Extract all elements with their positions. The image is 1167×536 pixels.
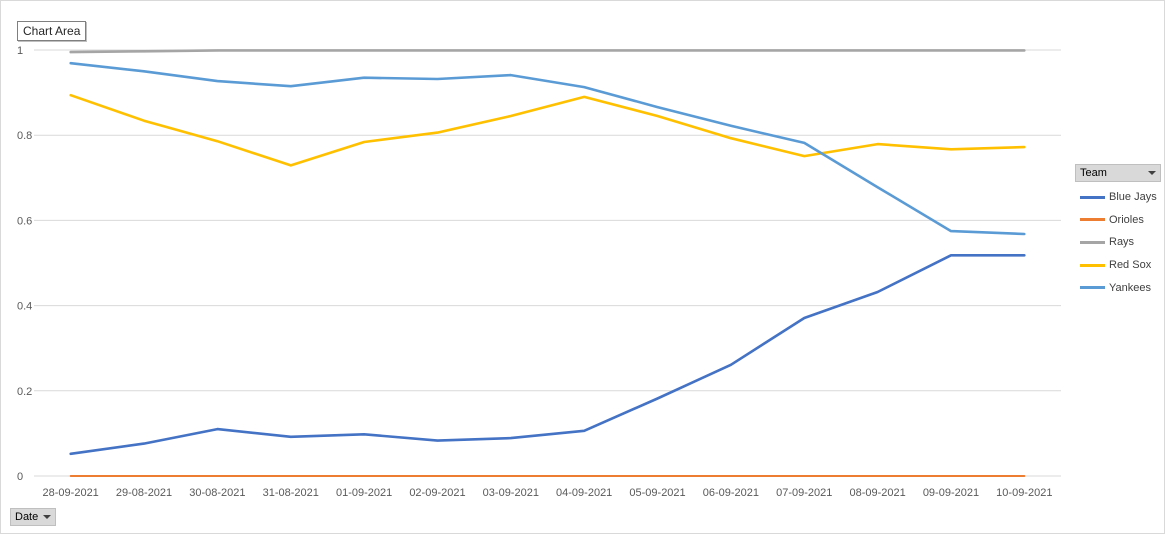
- x-tick-label: 31-08-2021: [263, 487, 319, 499]
- legend-item-orioles[interactable]: Orioles: [1080, 209, 1157, 232]
- x-axis-tick-labels: 28-09-2021 29-08-2021 30-08-2021 31-08-2021…: [43, 487, 1053, 499]
- x-tick-label: 08-09-2021: [849, 487, 905, 499]
- x-tick-label: 28-09-2021: [43, 487, 99, 499]
- series-line-rays: [69, 49, 1026, 54]
- date-field-label: Date: [15, 511, 39, 523]
- x-tick-label: 03-09-2021: [483, 487, 539, 499]
- x-tick-label: 04-09-2021: [556, 487, 612, 499]
- series-line-blue-jays: [69, 254, 1026, 456]
- x-tick-label: 10-09-2021: [996, 487, 1052, 499]
- legend-label: Orioles: [1109, 213, 1144, 226]
- date-field-filter-button[interactable]: Date: [10, 508, 56, 526]
- chart-area-tooltip: Chart Area: [17, 21, 87, 41]
- legend-item-yankees[interactable]: Yankees: [1080, 276, 1157, 299]
- legend-label: Rays: [1109, 236, 1135, 249]
- legend-swatch: [1080, 263, 1105, 267]
- gridlines: [34, 49, 1061, 477]
- x-tick-label: 07-09-2021: [776, 487, 832, 499]
- team-field-label: Team: [1080, 167, 1107, 179]
- y-tick-label: 0.8: [17, 130, 32, 142]
- legend-label: Blue Jays: [1109, 191, 1157, 204]
- x-tick-label: 06-09-2021: [703, 487, 759, 499]
- y-axis-tick-labels: 0 0.2 0.4 0.6 0.8 1: [17, 45, 32, 483]
- legend-swatch: [1080, 218, 1105, 222]
- legend-label: Yankees: [1109, 281, 1151, 294]
- legend-item-red-sox[interactable]: Red Sox: [1080, 254, 1157, 277]
- x-tick-label: 05-09-2021: [629, 487, 685, 499]
- y-tick-label: 0.4: [17, 301, 32, 313]
- legend-item-rays[interactable]: Rays: [1080, 231, 1157, 254]
- series-line-yankees: [69, 61, 1026, 236]
- legend-swatch: [1080, 240, 1105, 244]
- series-line-red-sox: [69, 93, 1026, 167]
- dropdown-arrow-icon: [43, 515, 51, 519]
- legend-swatch: [1080, 195, 1105, 199]
- y-tick-label: 0: [17, 471, 23, 483]
- x-tick-label: 01-09-2021: [336, 487, 392, 499]
- legend: Blue Jays Orioles Rays Red Sox Yankees: [1080, 186, 1157, 299]
- dropdown-arrow-icon: [1148, 171, 1156, 175]
- x-tick-label: 30-08-2021: [189, 487, 245, 499]
- legend-label: Red Sox: [1109, 259, 1152, 272]
- y-tick-label: 0.6: [17, 215, 32, 227]
- x-tick-label: 29-08-2021: [116, 487, 172, 499]
- series-lines: [69, 49, 1026, 477]
- legend-item-blue-jays[interactable]: Blue Jays: [1080, 186, 1157, 209]
- team-field-filter-button[interactable]: Team: [1075, 164, 1161, 182]
- x-tick-label: 02-09-2021: [409, 487, 465, 499]
- x-tick-label: 09-09-2021: [923, 487, 979, 499]
- y-tick-label: 0.2: [17, 386, 32, 398]
- legend-swatch: [1080, 286, 1105, 290]
- y-tick-label: 1: [17, 45, 23, 57]
